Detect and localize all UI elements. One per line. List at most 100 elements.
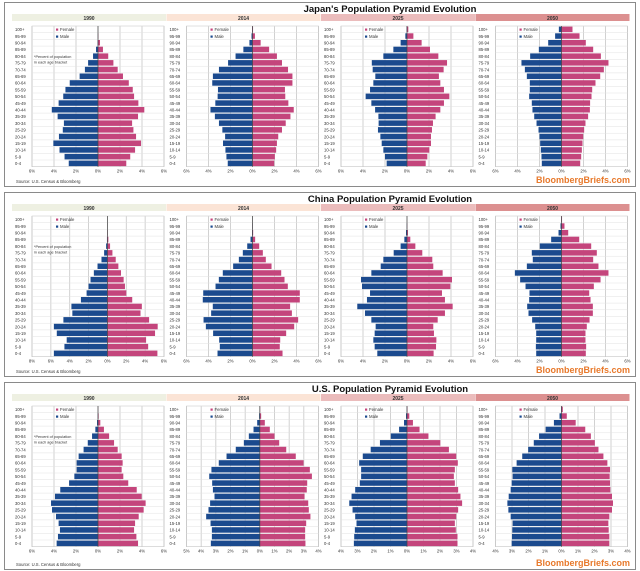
- legend-female-swatch: [519, 408, 522, 411]
- bar-female-20-24: [561, 513, 610, 520]
- age-label: 25-29: [15, 128, 26, 133]
- bar-female-100+: [561, 406, 563, 413]
- age-label: 5-9: [170, 154, 177, 159]
- age-label: 25-29: [15, 318, 26, 323]
- legend-male: Male: [215, 34, 225, 39]
- bar-male-30-34: [218, 120, 253, 126]
- x-tick-label: 2%: [286, 549, 292, 554]
- pyramid-panel-2025: 2025 6% 4% 2% 0% 2% 4% 6% 0-4 5-910-14 15-19 20-242…: [321, 204, 476, 364]
- bar-female-65-69: [561, 263, 599, 269]
- age-label: 25-29: [324, 318, 335, 323]
- bar-male-80-84: [383, 53, 407, 59]
- age-label: 80-84: [170, 54, 181, 59]
- bar-female-40-44: [407, 107, 441, 113]
- age-label: 55-59: [479, 467, 490, 472]
- age-label: 20-24: [324, 134, 335, 139]
- pyramid-panel-2014: 2014 6% 4% 2% 0% 2% 4% 6% 0-4 5-910-14 15-19 20-242…: [166, 204, 322, 364]
- bar-male-65-69: [226, 453, 260, 459]
- bar-male-15-19: [223, 140, 253, 146]
- bar-female-45-49: [407, 290, 442, 296]
- x-tick-label: 4%: [205, 359, 211, 364]
- age-label: 35-39: [15, 304, 26, 309]
- bar-female-70-74: [252, 256, 266, 263]
- bar-male-0-4: [227, 160, 253, 167]
- bar-female-20-24: [407, 513, 457, 520]
- bar-male-85-89: [538, 46, 562, 53]
- bar-male-70-74: [84, 66, 98, 73]
- bar-female-70-74: [98, 66, 118, 73]
- age-label: 60-64: [479, 81, 490, 86]
- age-label: 10-14: [324, 338, 335, 343]
- age-label: 60-64: [170, 461, 181, 466]
- age-label: 35-39: [324, 494, 335, 499]
- bar-female-60-64: [98, 460, 123, 466]
- age-label: 85-89: [15, 237, 26, 242]
- age-label: 95-99: [324, 34, 335, 39]
- age-label: 40-44: [479, 108, 490, 113]
- bar-female-20-24: [107, 323, 158, 330]
- age-label: 70-74: [324, 67, 335, 72]
- age-label: 65-69: [479, 264, 490, 269]
- age-label: 70-74: [324, 447, 335, 452]
- legend-male-swatch: [210, 225, 213, 228]
- bar-male-50-54: [217, 93, 253, 100]
- bar-male-15-19: [56, 330, 108, 336]
- bar-male-0-4: [210, 540, 260, 547]
- age-label: 10-14: [15, 528, 26, 533]
- bar-female-60-64: [107, 270, 122, 276]
- legend-male-swatch: [56, 415, 59, 418]
- bar-male-70-74: [218, 66, 253, 73]
- age-label: 5-9: [479, 344, 486, 349]
- pyramid-panel-1990: 1990 8% 6% 4% 2% 0% 2% 4% 6% 0-4 5-910-14 15-19 20-2…: [12, 204, 167, 364]
- bar-male-85-89: [404, 236, 407, 243]
- age-label: 100+: [170, 217, 180, 222]
- age-label: 45-49: [15, 481, 26, 486]
- age-label: 90-94: [170, 421, 181, 426]
- age-label: 40-44: [479, 488, 490, 493]
- age-label: 70-74: [479, 447, 490, 452]
- x-tick-label: 0%: [404, 359, 410, 364]
- x-tick-label: 0%: [257, 549, 263, 554]
- legend-male: Male: [215, 224, 225, 229]
- bar-male-65-69: [526, 263, 562, 269]
- bar-male-80-84: [93, 53, 98, 59]
- bar-male-65-69: [362, 453, 407, 459]
- bar-male-75-79: [393, 250, 407, 256]
- bar-female-45-49: [561, 480, 611, 486]
- bar-male-80-84: [235, 53, 253, 59]
- x-tick-label: 0%: [404, 549, 410, 554]
- age-label: 35-39: [479, 114, 490, 119]
- age-label: 50-54: [324, 284, 335, 289]
- bar-male-55-59: [76, 466, 98, 473]
- age-label: 65-69: [15, 74, 26, 79]
- bar-female-55-59: [98, 466, 122, 473]
- bar-female-35-39: [259, 493, 305, 500]
- bar-male-30-34: [72, 310, 108, 316]
- bar-female-20-24: [561, 323, 587, 330]
- bar-female-85-89: [561, 46, 594, 53]
- bar-female-60-64: [407, 80, 441, 86]
- bar-female-55-59: [98, 86, 133, 93]
- bar-male-40-44: [355, 487, 407, 493]
- x-tick-label: 6%: [315, 169, 321, 174]
- x-tick-label: 0%: [95, 549, 101, 554]
- bar-male-10-14: [219, 337, 253, 343]
- x-tick-label: 4%: [492, 549, 498, 554]
- bar-male-80-84: [400, 243, 407, 249]
- bar-female-5-9: [98, 153, 131, 160]
- age-label: 65-69: [324, 264, 335, 269]
- bar-male-65-69: [375, 73, 407, 79]
- x-tick-label: 5%: [183, 549, 189, 554]
- bar-male-35-39: [508, 493, 562, 500]
- bar-female-50-54: [107, 283, 125, 290]
- bar-male-50-54: [63, 93, 98, 100]
- watermark: BloombergBriefs.com: [536, 558, 630, 568]
- bar-male-45-49: [529, 290, 562, 296]
- bar-female-85-89: [561, 426, 586, 433]
- bar-female-80-84: [259, 433, 275, 439]
- bar-male-45-49: [215, 100, 253, 106]
- age-label: 75-79: [324, 251, 335, 256]
- bar-female-65-69: [98, 453, 122, 459]
- bar-male-60-64: [218, 460, 260, 466]
- pyramid-panel-2014: 2014 5% 4% 3% 2% 1% 0% 1% 2% 3% 4% 0-4 5-910-14 15-19…: [166, 394, 322, 554]
